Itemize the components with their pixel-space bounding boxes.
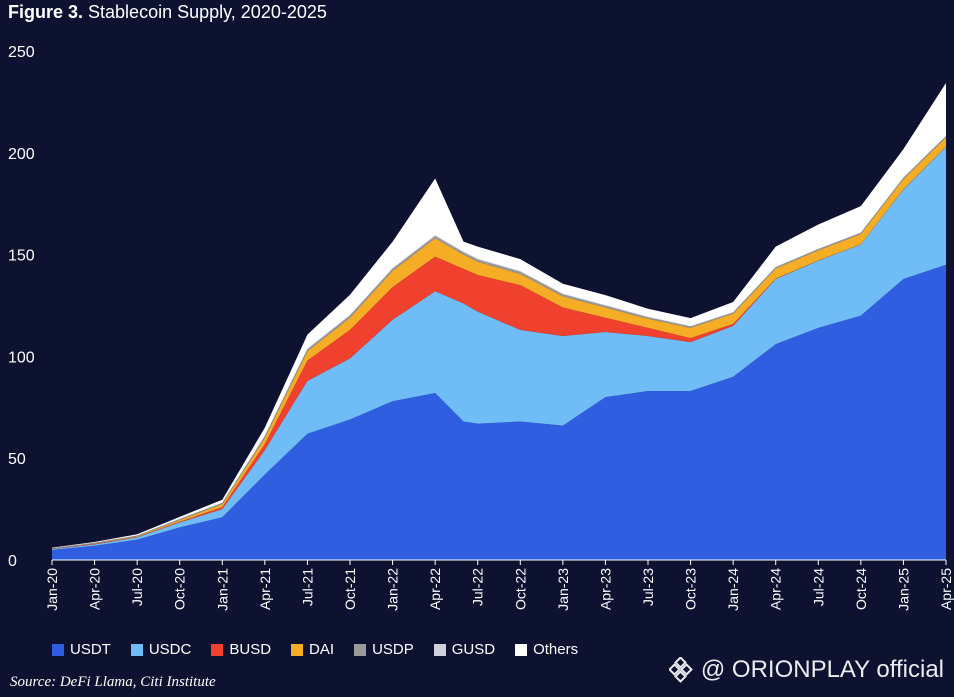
legend-swatch — [211, 643, 224, 656]
x-tick-label: Oct-22 — [512, 568, 528, 610]
figure-title-text: Stablecoin Supply, 2020-2025 — [88, 2, 327, 22]
legend-item-busd: BUSD — [211, 641, 271, 658]
legend-label: DAI — [309, 641, 335, 658]
legend-label: USDT — [70, 641, 111, 658]
x-tick-label: Jul-24 — [810, 568, 826, 606]
x-tick-label: Jul-21 — [299, 568, 315, 606]
legend-item-usdc: USDC — [130, 641, 192, 658]
legend-swatch — [52, 643, 64, 656]
legend-swatch — [130, 643, 143, 656]
source-note: Source: DeFi Llama, Citi Institute — [10, 674, 216, 690]
legend-item-usdt: USDT — [52, 641, 111, 658]
x-tick-label: Jan-24 — [725, 568, 741, 611]
x-tick-label: Jan-20 — [44, 568, 60, 611]
x-tick-label: Oct-23 — [683, 568, 699, 610]
x-tick-label: Jul-23 — [640, 568, 656, 606]
legend-swatch — [515, 643, 528, 656]
y-tick-label: 50 — [8, 451, 26, 468]
stacked-area-chart: 0 50 100 150 200 250 Jan-20 Apr-20 Jul-20 Oct-20 J… — [8, 44, 954, 611]
legend-swatch — [433, 643, 446, 656]
x-tick-label: Jul-20 — [129, 568, 145, 606]
x-tick-label: Apr-20 — [87, 568, 103, 610]
legend-label: BUSD — [229, 641, 272, 658]
figure-number: Figure 3. — [8, 2, 84, 22]
legend-item-usdp: USDP — [354, 641, 414, 658]
legend-label: USDC — [148, 641, 192, 658]
y-tick-label: 150 — [8, 248, 35, 265]
y-tick-label: 100 — [8, 349, 35, 366]
x-tick-label: Jan-25 — [895, 568, 911, 611]
legend-swatch — [354, 643, 367, 656]
legend-label: Others — [533, 641, 579, 658]
legend-item-others: Others — [515, 641, 578, 658]
x-tick-label: Jul-22 — [470, 568, 486, 606]
chart-legend: USDT USDC BUSD DAI USDP GUSD Others — [52, 641, 578, 658]
x-tick-label: Apr-24 — [768, 568, 784, 610]
area-usdc — [52, 146, 946, 550]
y-tick-label: 250 — [8, 44, 35, 61]
legend-item-dai: DAI — [291, 641, 334, 658]
legend-label: GUSD — [451, 641, 496, 658]
x-tick-label: Jan-23 — [555, 568, 571, 611]
x-tick-label: Jan-21 — [214, 568, 230, 611]
area-usdt — [52, 264, 946, 560]
x-tick-label: Apr-23 — [597, 568, 613, 610]
x-tick-label: Apr-21 — [257, 568, 273, 610]
legend-swatch — [291, 643, 304, 656]
legend-label: USDP — [372, 641, 414, 658]
watermark-text: @ ORIONPLAY official — [700, 656, 944, 683]
x-tick-label: Oct-24 — [853, 568, 869, 610]
x-tick-label: Apr-25 — [938, 568, 954, 610]
x-tick-label: Oct-21 — [342, 568, 358, 610]
x-tick-label: Oct-20 — [172, 568, 188, 610]
y-tick-label: 0 — [8, 553, 17, 570]
watermark: @ ORIONPLAY official — [668, 656, 944, 684]
x-tick-label: Apr-22 — [427, 568, 443, 610]
y-tick-label: 200 — [8, 146, 35, 163]
x-tick-label: Jan-22 — [385, 568, 401, 611]
legend-item-gusd: GUSD — [433, 641, 496, 658]
figure-title: Figure 3. Stablecoin Supply, 2020-2025 — [8, 2, 327, 23]
binance-diamond-logo — [668, 657, 693, 683]
